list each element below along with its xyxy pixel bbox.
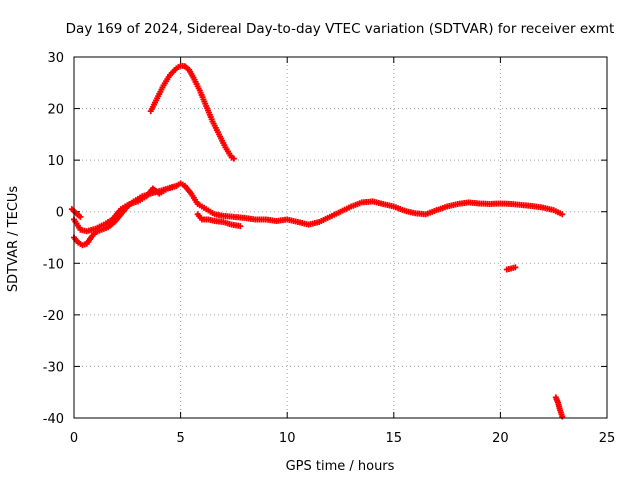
series-lower-branch bbox=[71, 182, 180, 249]
data-point bbox=[237, 223, 244, 230]
x-tick-label: 0 bbox=[70, 431, 78, 446]
y-tick-label: -20 bbox=[43, 309, 64, 324]
x-tick-label: 15 bbox=[386, 431, 403, 446]
y-tick-label: -40 bbox=[43, 412, 64, 427]
data-point bbox=[512, 264, 519, 271]
y-axis-ticks: -40 -30 -20 -10 0 10 20 30 bbox=[43, 51, 607, 427]
data-point bbox=[77, 213, 84, 220]
x-tick-label: 25 bbox=[599, 431, 616, 446]
series-isolated-cluster bbox=[503, 264, 519, 273]
y-tick-label: 0 bbox=[56, 206, 64, 221]
x-tick-label: 10 bbox=[279, 431, 296, 446]
y-tick-label: -30 bbox=[43, 360, 64, 375]
data-markers bbox=[68, 62, 566, 420]
x-axis-ticks: 0 5 10 15 20 25 bbox=[70, 57, 615, 446]
y-tick-label: 10 bbox=[47, 154, 64, 169]
y-tick-label: -10 bbox=[43, 257, 64, 272]
series-main-trace bbox=[71, 180, 566, 235]
y-axis-label: SDTVAR / TECUs bbox=[6, 186, 21, 293]
data-point bbox=[559, 211, 566, 218]
data-point bbox=[173, 182, 180, 189]
plot-frame bbox=[73, 56, 608, 419]
chart-title: Day 169 of 2024, Sidereal Day-to-day VTE… bbox=[66, 21, 615, 37]
x-axis-label: GPS time / hours bbox=[286, 459, 395, 474]
y-tick-label: 20 bbox=[47, 103, 64, 118]
series-late-drop bbox=[552, 394, 566, 420]
grid-lines bbox=[74, 57, 607, 418]
series-arc bbox=[147, 62, 237, 162]
y-tick-label: 30 bbox=[47, 51, 64, 66]
series-post-peak-scatter bbox=[194, 211, 244, 230]
x-tick-label: 20 bbox=[492, 431, 509, 446]
x-tick-label: 5 bbox=[176, 431, 184, 446]
series-upper-start-segment bbox=[68, 206, 84, 220]
data-point bbox=[230, 155, 237, 162]
